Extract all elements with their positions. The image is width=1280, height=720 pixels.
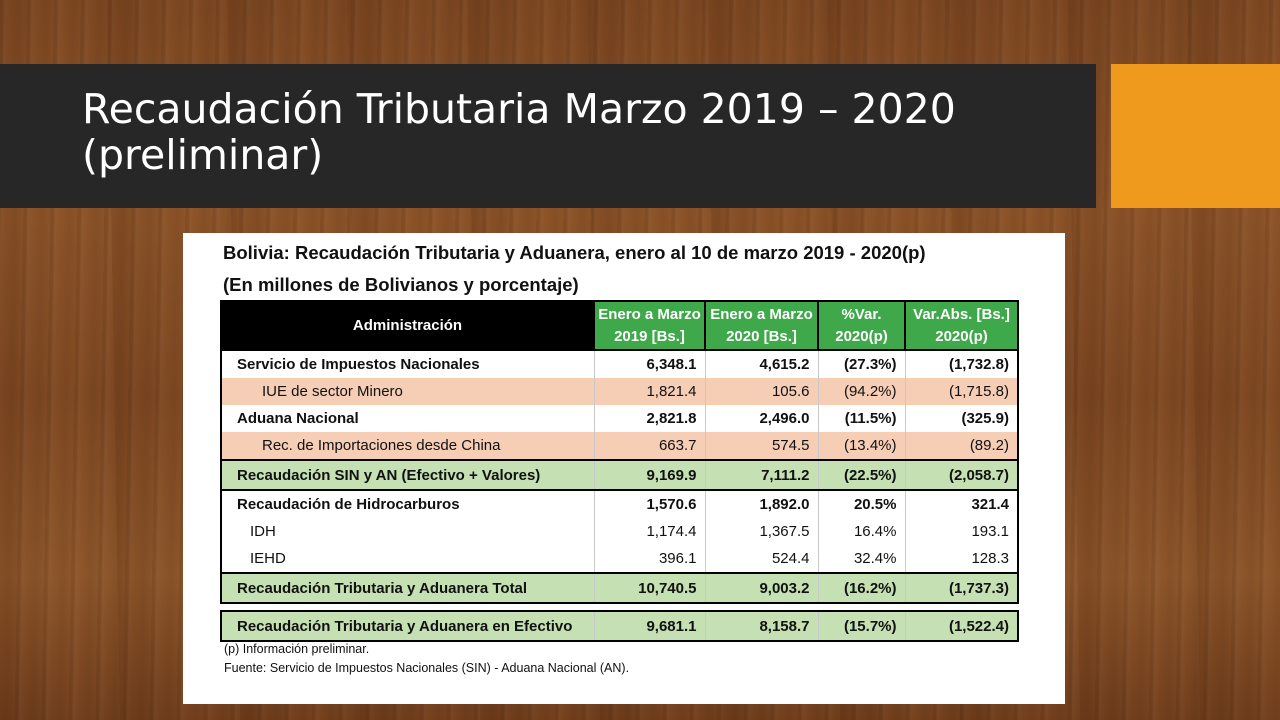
- row-label: Servicio de Impuestos Nacionales: [220, 350, 595, 378]
- table-units: (En millones de Bolivianos y porcentaje): [223, 274, 579, 295]
- row-label: IDH: [220, 518, 595, 545]
- table-gap: [221, 603, 1018, 611]
- table-row: IUE de sector Minero 1,821.4 105.6 (94.2…: [220, 378, 1019, 405]
- row-label: IUE de sector Minero: [220, 378, 595, 405]
- header-abs-line2: 2020(p): [935, 327, 988, 345]
- header-pct-line1: %Var.: [841, 305, 882, 323]
- cell-abs: (325.9): [905, 405, 1019, 432]
- row-label: Aduana Nacional: [220, 405, 595, 432]
- cell-2019: 9,169.9: [594, 459, 706, 491]
- cell-abs: (1,715.8): [905, 378, 1019, 405]
- row-label: Recaudación Tributaria y Aduanera Total: [220, 572, 595, 604]
- cell-2020: 4,615.2: [705, 350, 819, 378]
- header-2020-line1: Enero a Marzo: [710, 305, 813, 323]
- cell-pct: (15.7%): [818, 610, 906, 642]
- slide-title-line1: Recaudación Tributaria Marzo 2019 – 2020: [82, 85, 956, 133]
- cell-2020: 9,003.2: [705, 572, 819, 604]
- tax-table: Administración Enero a Marzo 2019 [Bs.] …: [220, 300, 1019, 642]
- table-notes: (p) Información preliminar. Fuente: Serv…: [224, 640, 629, 678]
- table-caption: Bolivia: Recaudación Tributaria y Aduane…: [223, 242, 926, 263]
- cell-2020: 574.5: [705, 432, 819, 460]
- header-2019-line2: 2019 [Bs.]: [614, 327, 685, 345]
- cell-abs: (1,522.4): [905, 610, 1019, 642]
- preliminary-note: (p) Información preliminar.: [224, 642, 370, 656]
- table-row: Servicio de Impuestos Nacionales 6,348.1…: [220, 350, 1019, 378]
- row-label: Rec. de Importaciones desde China: [220, 432, 595, 460]
- cell-2019: 9,681.1: [594, 610, 706, 642]
- table-row: IEHD 396.1 524.4 32.4% 128.3: [220, 545, 1019, 573]
- cell-2020: 8,158.7: [705, 610, 819, 642]
- cell-abs: 321.4: [905, 489, 1019, 518]
- table-row-total: Recaudación Tributaria y Aduanera Total …: [220, 572, 1019, 604]
- row-label: Recaudación Tributaria y Aduanera en Efe…: [220, 610, 595, 642]
- header-2019-line1: Enero a Marzo: [598, 305, 701, 323]
- cell-2019: 1,174.4: [594, 518, 706, 545]
- cell-2020: 524.4: [705, 545, 819, 573]
- header-2020: Enero a Marzo 2020 [Bs.]: [704, 300, 818, 351]
- slide-title: Recaudación Tributaria Marzo 2019 – 2020…: [82, 86, 1072, 178]
- cell-2020: 2,496.0: [705, 405, 819, 432]
- cell-2020: 105.6: [705, 378, 819, 405]
- cell-2019: 10,740.5: [594, 572, 706, 604]
- header-pct-line2: 2020(p): [835, 327, 888, 345]
- table-row: IDH 1,174.4 1,367.5 16.4% 193.1: [220, 518, 1019, 545]
- header-abs-line1: Var.Abs. [Bs.]: [913, 305, 1010, 323]
- header-pct: %Var. 2020(p): [817, 300, 905, 351]
- cell-2019: 396.1: [594, 545, 706, 573]
- cell-pct: (13.4%): [818, 432, 906, 460]
- source-note: Fuente: Servicio de Impuestos Nacionales…: [224, 661, 630, 675]
- cell-2020: 1,892.0: [705, 489, 819, 518]
- cell-abs: (1,737.3): [905, 572, 1019, 604]
- cell-pct: 20.5%: [818, 489, 906, 518]
- table-row-subtotal: Recaudación SIN y AN (Efectivo + Valores…: [220, 459, 1019, 491]
- header-abs: Var.Abs. [Bs.] 2020(p): [904, 300, 1019, 351]
- cell-abs: 128.3: [905, 545, 1019, 573]
- cell-2019: 663.7: [594, 432, 706, 460]
- cell-abs: (2,058.7): [905, 459, 1019, 491]
- cell-2019: 1,821.4: [594, 378, 706, 405]
- cell-abs: (89.2): [905, 432, 1019, 460]
- table-image: Bolivia: Recaudación Tributaria y Aduane…: [183, 233, 1065, 704]
- header-row: Administración Enero a Marzo 2019 [Bs.] …: [220, 300, 1019, 351]
- header-2020-line2: 2020 [Bs.]: [726, 327, 797, 345]
- table-row: Rec. de Importaciones desde China 663.7 …: [220, 432, 1019, 460]
- cell-pct: (22.5%): [818, 459, 906, 491]
- table-row-cash-total: Recaudación Tributaria y Aduanera en Efe…: [220, 610, 1019, 642]
- cell-2019: 1,570.6: [594, 489, 706, 518]
- cell-pct: 32.4%: [818, 545, 906, 573]
- cell-2019: 2,821.8: [594, 405, 706, 432]
- cell-pct: (27.3%): [818, 350, 906, 378]
- title-bar: Recaudación Tributaria Marzo 2019 – 2020…: [0, 64, 1096, 208]
- cell-2020: 7,111.2: [705, 459, 819, 491]
- row-label: Recaudación de Hidrocarburos: [220, 489, 595, 518]
- header-admin: Administración: [220, 300, 595, 351]
- header-2019: Enero a Marzo 2019 [Bs.]: [593, 300, 705, 351]
- cell-abs: (1,732.8): [905, 350, 1019, 378]
- table-row: Aduana Nacional 2,821.8 2,496.0 (11.5%) …: [220, 405, 1019, 432]
- cell-abs: 193.1: [905, 518, 1019, 545]
- cell-2020: 1,367.5: [705, 518, 819, 545]
- slide-title-line2: (preliminar): [82, 131, 324, 179]
- cell-2019: 6,348.1: [594, 350, 706, 378]
- cell-pct: (94.2%): [818, 378, 906, 405]
- accent-block: [1111, 64, 1280, 208]
- cell-pct: (11.5%): [818, 405, 906, 432]
- cell-pct: (16.2%): [818, 572, 906, 604]
- row-label: Recaudación SIN y AN (Efectivo + Valores…: [220, 459, 595, 491]
- table-row: Recaudación de Hidrocarburos 1,570.6 1,8…: [220, 489, 1019, 518]
- row-label: IEHD: [220, 545, 595, 573]
- cell-pct: 16.4%: [818, 518, 906, 545]
